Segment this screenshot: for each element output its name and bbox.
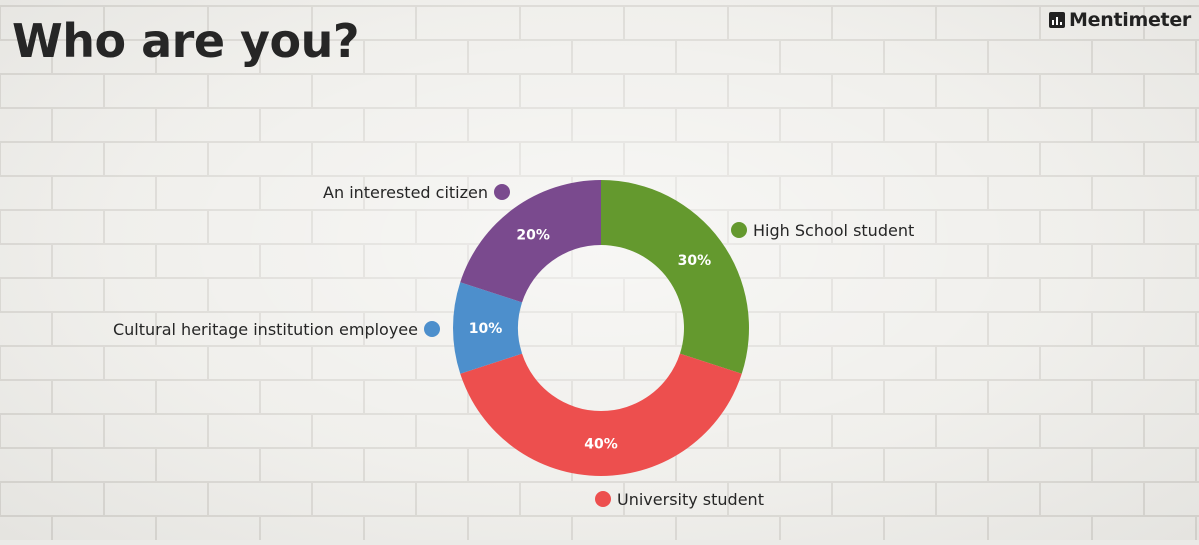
slice-university-student xyxy=(460,353,742,477)
data-label-high-school-student: 30% xyxy=(678,253,712,269)
bar-chart-icon xyxy=(1049,12,1066,28)
legend-dot-cultural-heritage-institution-employee xyxy=(424,321,440,337)
legend-label-high-school-student: High School student xyxy=(753,221,914,240)
data-label-an-interested-citizen: 20% xyxy=(516,228,550,244)
legend-dot-high-school-student xyxy=(731,222,747,238)
legend-label-cultural-heritage-institution-employee: Cultural heritage institution employee xyxy=(113,320,418,339)
legend-label-an-interested-citizen: An interested citizen xyxy=(323,183,488,202)
slice-cultural-heritage-institution-employee xyxy=(453,282,523,374)
slice-an-interested-citizen xyxy=(460,180,601,303)
brand-name: Mentimeter xyxy=(1069,9,1191,31)
data-label-cultural-heritage-institution-employee: 10% xyxy=(469,321,503,337)
page-title: Who are you? xyxy=(12,14,360,68)
legend-label-university-student: University student xyxy=(617,490,764,509)
data-label-university-student: 40% xyxy=(584,437,618,453)
legend-dot-university-student xyxy=(595,491,611,507)
slice-high-school-student xyxy=(601,180,749,374)
legend-dot-an-interested-citizen xyxy=(494,184,510,200)
brand-logo: Mentimeter xyxy=(1049,9,1191,31)
